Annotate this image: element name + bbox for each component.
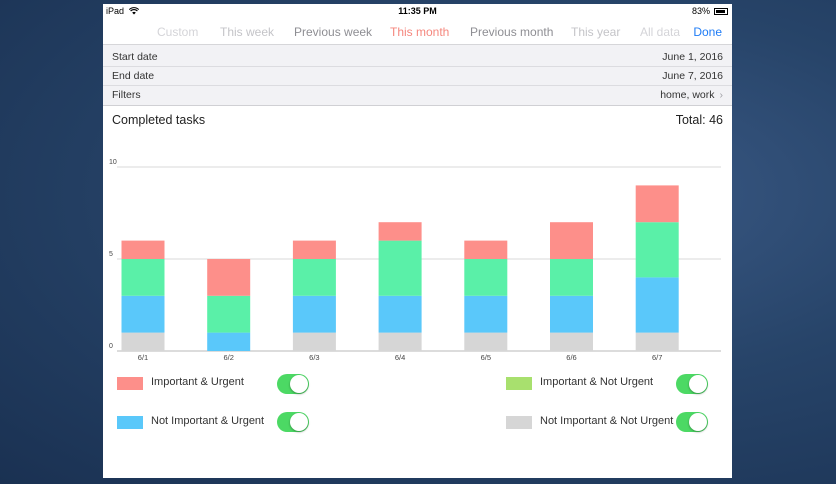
bar-segment xyxy=(292,240,336,259)
start-date-value: June 1, 2016 xyxy=(662,51,723,63)
tab-all-data[interactable]: All data xyxy=(640,25,681,39)
bar-segment xyxy=(378,222,422,241)
x-tick-label: 6/3 xyxy=(309,353,319,362)
ipad-screen: iPad 11:35 PM 83% Custom This week Previ… xyxy=(103,4,732,478)
bar-segment xyxy=(635,332,679,351)
filters-value-wrap: home, work › xyxy=(660,89,723,101)
bar-segment xyxy=(550,222,593,259)
not-important-urgent-toggle[interactable] xyxy=(277,412,309,432)
legend-label: Important & Not Urgent xyxy=(540,376,654,388)
start-date-row[interactable]: Start date June 1, 2016 xyxy=(103,47,732,67)
tab-custom[interactable]: Custom xyxy=(157,25,199,39)
end-date-row[interactable]: End date June 7, 2016 xyxy=(103,66,732,86)
bar-segment xyxy=(378,240,422,296)
bar-segment xyxy=(121,240,165,259)
bar-segment xyxy=(635,222,679,278)
bar-segment xyxy=(550,332,593,351)
bar-segment xyxy=(464,240,508,259)
bar-segment xyxy=(207,295,251,333)
bar-segment xyxy=(464,295,508,333)
bar-segment xyxy=(292,295,336,333)
end-date-value: June 7, 2016 xyxy=(662,70,723,82)
carrier-label: iPad xyxy=(106,6,139,16)
legend-label: Not Important & Urgent xyxy=(151,415,265,427)
bar-segment xyxy=(635,277,679,333)
tab-this-year[interactable]: This year xyxy=(571,25,621,39)
bar-segment xyxy=(292,259,336,296)
x-tick-label: 6/5 xyxy=(481,353,491,362)
battery-percent: 83% xyxy=(691,6,710,16)
toggle-knob xyxy=(290,413,308,431)
tab-previous-month[interactable]: Previous month xyxy=(470,25,554,39)
filters-row[interactable]: Filters home, work › xyxy=(103,85,732,104)
done-button[interactable]: Done xyxy=(693,25,722,39)
y-tick-label: 0 xyxy=(109,343,113,350)
bar-segment xyxy=(635,185,679,223)
legend-important-not-urgent: Important & Not Urgent xyxy=(506,371,676,393)
legend-swatch xyxy=(117,377,143,390)
toggle-knob xyxy=(689,413,707,431)
x-tick-label: 6/7 xyxy=(652,353,662,362)
tab-previous-week[interactable]: Previous week xyxy=(294,25,373,39)
chart-title: Completed tasks xyxy=(112,113,206,127)
y-tick-label: 10 xyxy=(109,159,117,166)
end-date-label: End date xyxy=(112,70,155,82)
filters-label: Filters xyxy=(112,89,141,101)
start-date-label: Start date xyxy=(112,51,158,63)
clock: 11:35 PM xyxy=(398,6,437,16)
battery-icon xyxy=(714,8,728,15)
x-tick-label: 6/2 xyxy=(223,353,233,362)
legend-swatch xyxy=(117,416,143,429)
bar-segment xyxy=(378,332,422,351)
legend-swatch xyxy=(506,377,532,390)
legend-label: Important & Urgent xyxy=(151,376,244,388)
bar-segment xyxy=(550,259,593,296)
bar-segment xyxy=(292,332,336,351)
x-tick-label: 6/6 xyxy=(566,353,576,362)
bar-segment xyxy=(550,295,593,333)
y-tick-label: 5 xyxy=(109,251,113,258)
x-tick-label: 6/4 xyxy=(395,353,405,362)
bar-segment xyxy=(207,332,251,351)
legend-label: Not Important & Not Urgent xyxy=(540,415,674,427)
legend-not-important-not-urgent: Not Important & Not Urgent xyxy=(506,410,676,432)
filters-value: home, work xyxy=(660,89,715,101)
completed-tasks-chart: 0 5 10 6/1 6/2 6/3 6/4 6/5 6/6 6/7 xyxy=(109,159,721,362)
bar-segment xyxy=(121,295,165,333)
important-urgent-toggle[interactable] xyxy=(277,374,309,394)
x-tick-label: 6/1 xyxy=(138,353,148,362)
not-important-not-urgent-toggle[interactable] xyxy=(676,412,708,432)
chevron-right-icon: › xyxy=(719,89,724,101)
bar-segment xyxy=(464,332,508,351)
bar-segment xyxy=(378,295,422,333)
toggle-knob xyxy=(290,375,308,393)
wifi-icon xyxy=(128,7,139,15)
bar-segment xyxy=(464,259,508,296)
bar-segment xyxy=(121,332,165,351)
bar-segment xyxy=(121,259,165,296)
period-tabs: Custom This week Previous week This mont… xyxy=(103,20,732,45)
legend-important-urgent: Important & Urgent xyxy=(117,371,287,393)
legend-swatch xyxy=(506,416,532,429)
important-not-urgent-toggle[interactable] xyxy=(676,374,708,394)
tab-this-week[interactable]: This week xyxy=(220,25,275,39)
status-bar: iPad 11:35 PM 83% xyxy=(103,4,732,19)
total-count: Total: 46 xyxy=(675,113,723,127)
toggle-knob xyxy=(689,375,707,393)
tab-this-month[interactable]: This month xyxy=(390,25,450,39)
date-filter-section: Start date June 1, 2016 End date June 7,… xyxy=(103,45,732,106)
legend-not-important-urgent: Not Important & Urgent xyxy=(117,410,287,432)
bar-segment xyxy=(207,259,251,296)
